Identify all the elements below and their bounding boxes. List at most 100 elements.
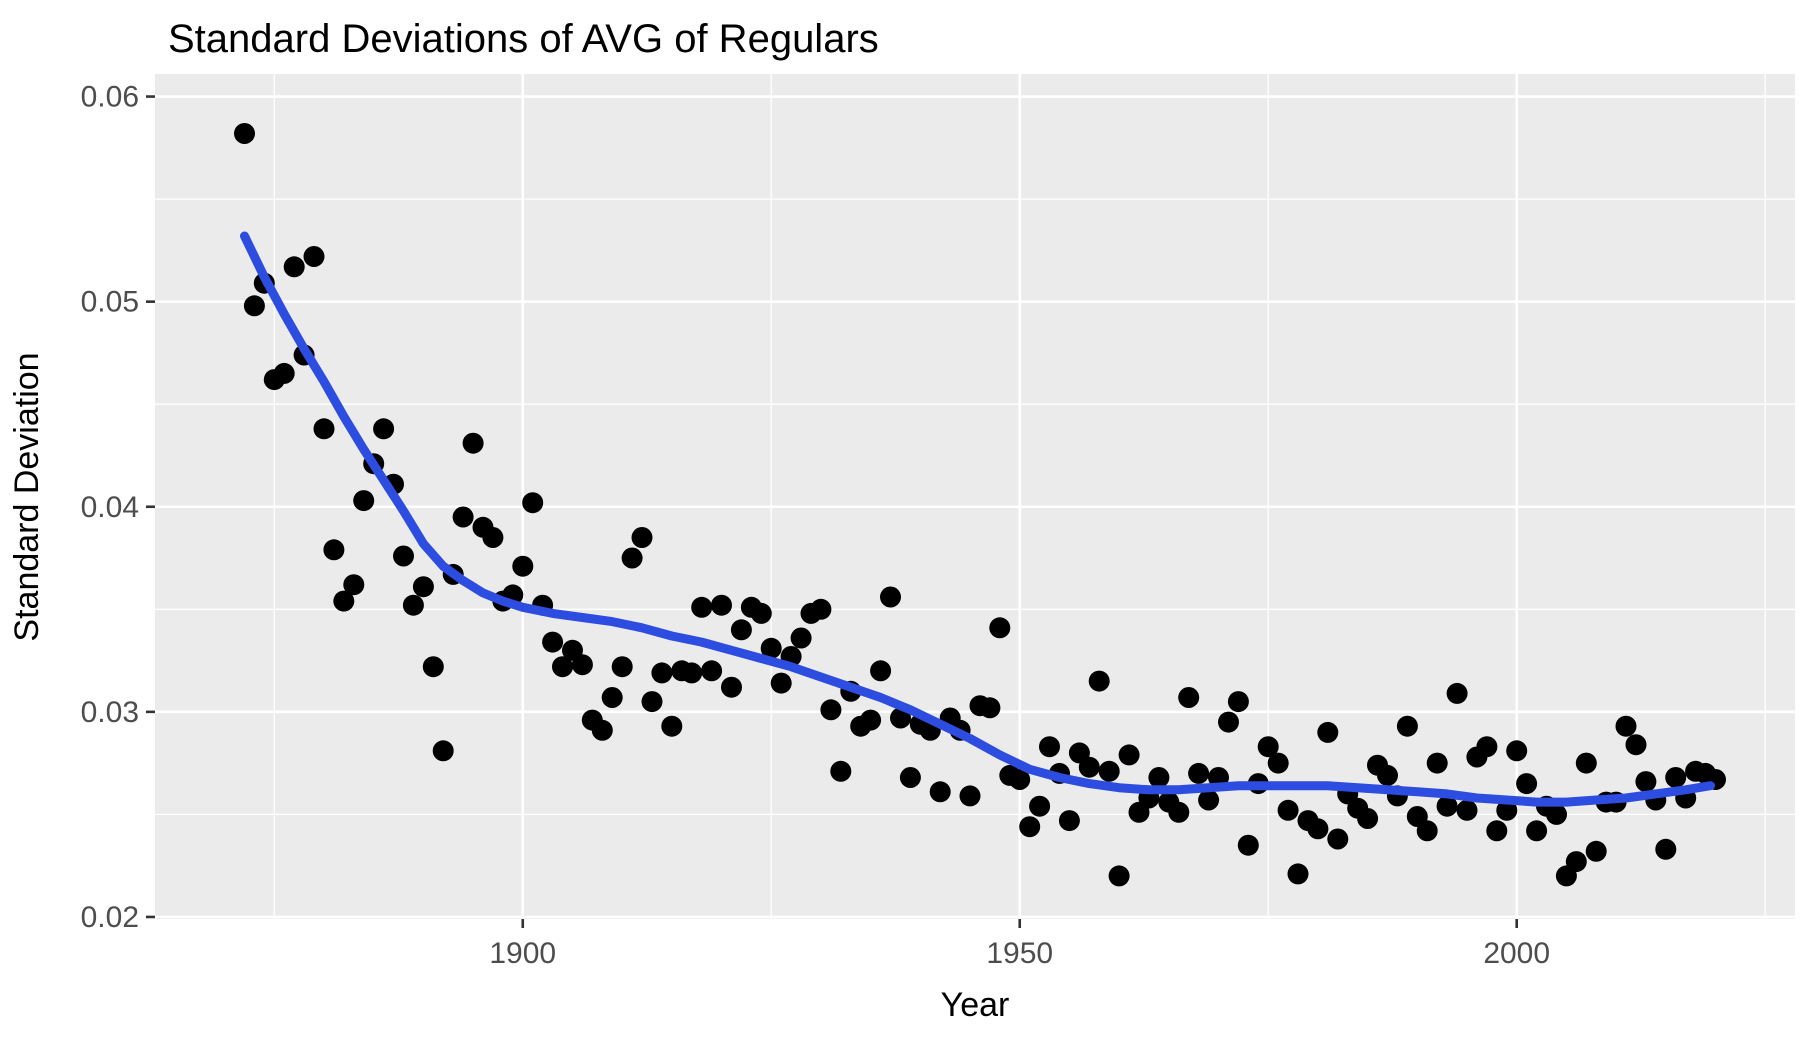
- data-point: [1039, 736, 1060, 758]
- data-point: [512, 555, 534, 577]
- data-point: [1168, 801, 1190, 823]
- data-point: [571, 654, 593, 676]
- data-point: [820, 699, 842, 721]
- data-point: [343, 574, 365, 596]
- data-point: [621, 547, 643, 569]
- plot-panel-layer: [155, 74, 1795, 919]
- data-point: [1237, 834, 1259, 856]
- y-tick-label: 0.05: [81, 286, 139, 319]
- data-point: [1436, 795, 1458, 817]
- data-point: [323, 539, 345, 561]
- data-point: [711, 594, 732, 616]
- data-point: [1456, 799, 1478, 821]
- x-tick-label: 1950: [986, 937, 1053, 970]
- data-point: [552, 656, 573, 678]
- chart-title: Standard Deviations of AVG of Regulars: [168, 17, 879, 61]
- data-point: [1665, 767, 1687, 788]
- data-point: [1625, 734, 1647, 756]
- data-point: [1317, 721, 1339, 743]
- data-point: [681, 662, 703, 684]
- data-point: [1198, 789, 1220, 811]
- data-point: [721, 676, 742, 698]
- data-point: [691, 596, 713, 618]
- data-point: [1019, 816, 1041, 838]
- data-point: [641, 691, 663, 713]
- data-point: [661, 715, 683, 737]
- data-point: [1188, 762, 1210, 784]
- data-point: [1526, 820, 1548, 842]
- data-point: [631, 527, 653, 548]
- data-point: [790, 627, 812, 649]
- data-point: [432, 740, 454, 762]
- data-point: [1009, 769, 1031, 790]
- data-point: [830, 760, 852, 782]
- data-point: [1426, 752, 1448, 774]
- data-point: [422, 656, 444, 678]
- data-point: [601, 687, 623, 708]
- data-point: [770, 672, 792, 694]
- x-axis-title: Year: [941, 986, 1010, 1024]
- y-tick-label: 0.02: [81, 901, 139, 934]
- data-point: [1416, 820, 1438, 842]
- data-point: [1585, 840, 1607, 862]
- x-tick-label: 1900: [489, 937, 556, 970]
- data-point: [1476, 736, 1498, 758]
- data-point: [929, 781, 951, 803]
- data-point: [1635, 771, 1657, 793]
- data-point: [353, 490, 375, 512]
- data-point: [542, 631, 564, 653]
- data-point: [1218, 711, 1239, 733]
- data-point: [1098, 760, 1120, 782]
- data-point: [273, 362, 295, 384]
- x-tick-label: 2000: [1483, 937, 1550, 970]
- smooth-line: [240, 231, 1715, 807]
- data-point: [243, 295, 265, 317]
- data-point: [959, 785, 981, 807]
- data-point: [283, 256, 305, 278]
- data-point: [860, 709, 882, 731]
- data-point: [1396, 715, 1418, 737]
- data-point: [1377, 764, 1398, 786]
- data-point: [989, 617, 1011, 639]
- data-point: [1148, 767, 1170, 788]
- data-point: [1287, 863, 1309, 885]
- data-point: [1307, 818, 1329, 840]
- data-point: [402, 594, 424, 616]
- data-point: [1267, 752, 1289, 774]
- data-point: [880, 586, 901, 608]
- data-point: [1088, 670, 1110, 692]
- data-point: [462, 432, 484, 454]
- data-point: [591, 719, 613, 741]
- y-tick-label: 0.04: [81, 491, 139, 524]
- data-point: [1546, 803, 1567, 825]
- y-tick-label: 0.06: [81, 81, 139, 114]
- y-tick-label: 0.03: [81, 696, 139, 729]
- data-point: [899, 767, 921, 788]
- data-point: [760, 637, 782, 659]
- data-point: [1516, 773, 1538, 795]
- data-point: [1257, 736, 1279, 758]
- data-point: [412, 576, 434, 598]
- data-point: [1078, 756, 1100, 778]
- data-point: [1058, 810, 1080, 832]
- data-point: [522, 492, 544, 514]
- data-point: [979, 697, 1001, 719]
- data-point: [651, 662, 673, 684]
- data-point: [611, 656, 633, 678]
- data-point: [1486, 820, 1508, 842]
- data-point: [810, 598, 832, 620]
- data-point: [1655, 838, 1677, 860]
- data-point: [730, 619, 752, 641]
- data-point: [1118, 744, 1140, 766]
- data-layer: [234, 123, 1726, 887]
- data-point: [234, 123, 255, 144]
- data-point: [870, 660, 892, 682]
- data-point: [701, 660, 723, 682]
- data-point: [333, 590, 355, 612]
- data-point: [1227, 691, 1249, 713]
- data-point: [1446, 682, 1468, 704]
- data-point: [1277, 799, 1299, 821]
- data-point: [1178, 687, 1200, 708]
- data-point: [303, 246, 325, 267]
- data-point: [1565, 851, 1587, 873]
